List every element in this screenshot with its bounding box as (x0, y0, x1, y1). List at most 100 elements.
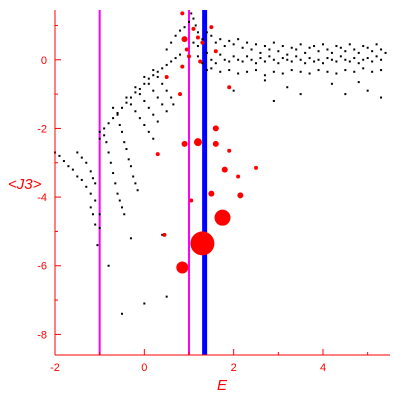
data-point (339, 55, 342, 58)
data-point (219, 70, 222, 73)
data-point (129, 96, 132, 99)
data-point (384, 51, 387, 54)
data-point (161, 233, 164, 236)
data-point (89, 206, 92, 209)
data-point (191, 26, 196, 31)
x-tick-label: 4 (320, 362, 326, 374)
data-point (103, 127, 106, 130)
data-point (143, 99, 146, 102)
data-point (246, 55, 249, 58)
data-point (232, 43, 235, 46)
data-point (118, 199, 121, 202)
y-tick-label: 0 (41, 55, 47, 67)
data-point (259, 57, 262, 60)
data-point (322, 62, 324, 65)
data-point (152, 113, 155, 116)
data-point (121, 130, 123, 133)
data-point (193, 138, 202, 147)
data-point (344, 93, 347, 96)
data-point (214, 209, 231, 226)
data-point (118, 124, 121, 126)
data-point (304, 51, 307, 54)
data-point (335, 72, 338, 75)
data-point (94, 223, 97, 226)
data-point (80, 156, 83, 159)
data-point (255, 69, 257, 72)
data-point (165, 89, 168, 92)
black-dot-series (54, 12, 387, 315)
data-point (129, 237, 132, 240)
y-tick-label: -8 (37, 329, 47, 341)
data-point (344, 50, 347, 53)
data-point (196, 31, 199, 34)
data-point (143, 124, 146, 126)
data-point (250, 48, 253, 51)
data-point (299, 70, 302, 73)
data-point (272, 58, 275, 61)
data-point (236, 174, 241, 179)
data-point (121, 206, 123, 209)
data-point (192, 41, 195, 44)
data-point (76, 175, 79, 178)
x-tick-label: 0 (141, 362, 147, 374)
data-point (162, 232, 167, 237)
data-point (116, 111, 119, 114)
y-axis-label: <J3> (8, 176, 42, 193)
data-point (277, 50, 280, 53)
y-tick-label: -2 (37, 123, 47, 135)
data-point (114, 182, 117, 185)
red-bubble-series (155, 11, 258, 274)
data-point (196, 45, 199, 48)
data-point (134, 86, 137, 89)
data-point (123, 141, 126, 144)
data-point (103, 134, 106, 137)
data-point (91, 213, 94, 216)
data-point (268, 48, 271, 51)
data-point (366, 46, 369, 49)
data-point (241, 60, 244, 63)
data-point (237, 38, 240, 41)
data-point (205, 31, 208, 34)
data-point (156, 120, 159, 123)
data-point (380, 48, 383, 51)
data-point (317, 50, 320, 53)
data-point (184, 47, 189, 52)
data-point (80, 178, 83, 181)
data-point (348, 60, 351, 63)
data-point (98, 226, 101, 229)
data-point (228, 60, 231, 63)
data-point (313, 60, 316, 63)
data-point (295, 55, 298, 58)
data-point (371, 60, 374, 63)
axes: -2 0 2 4 -8 -6 -4 -2 0 (37, 10, 390, 374)
data-point (219, 38, 222, 41)
data-point (210, 58, 213, 61)
data-point (290, 60, 293, 63)
data-point (219, 53, 222, 56)
data-point (164, 74, 169, 79)
data-point (156, 96, 159, 99)
data-point (136, 189, 139, 192)
data-point (210, 67, 213, 70)
data-point (192, 17, 195, 20)
data-point (155, 152, 160, 157)
data-point (214, 62, 217, 65)
data-point (161, 103, 164, 106)
data-point (205, 69, 208, 72)
data-point (317, 69, 320, 72)
data-point (181, 36, 188, 43)
data-point (255, 62, 257, 65)
data-point (330, 51, 333, 54)
data-point (91, 177, 94, 180)
data-point (299, 58, 302, 61)
data-point (165, 48, 168, 51)
data-point (281, 45, 284, 48)
data-point (125, 96, 128, 99)
data-point (129, 103, 132, 106)
data-point (188, 21, 190, 24)
data-point (335, 45, 338, 48)
data-point (58, 154, 61, 157)
data-point (246, 70, 249, 73)
data-point (330, 58, 333, 61)
data-point (156, 70, 159, 73)
